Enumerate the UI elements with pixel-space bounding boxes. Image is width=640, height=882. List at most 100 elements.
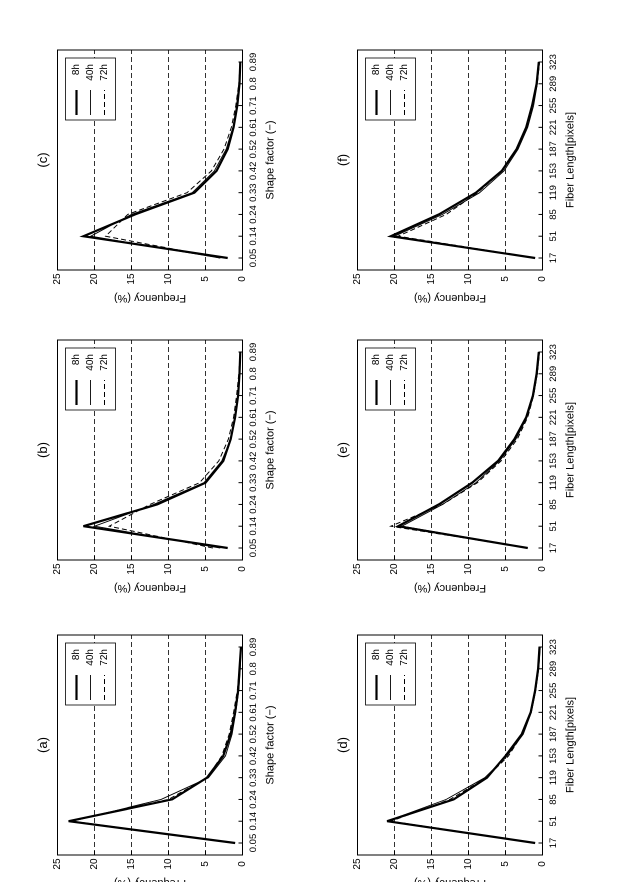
x-tick-label: 0.05 <box>248 249 259 268</box>
y-axis-label: Frequency (%) <box>114 292 186 304</box>
x-tick-label: 221 <box>548 119 559 135</box>
x-tick-label: 0.52 <box>248 725 259 744</box>
plot-frame <box>57 634 243 856</box>
plot-frame <box>57 49 243 271</box>
x-tick-label: 0.71 <box>248 386 259 405</box>
x-tick-label: 51 <box>548 816 559 827</box>
series-line-72h <box>396 61 540 259</box>
y-tick-label: 15 <box>426 273 437 285</box>
y-tick-label: 0 <box>237 861 248 867</box>
x-tick-label: 0.61 <box>248 703 259 722</box>
x-axis-label: Fiber Length[pixels] <box>564 112 576 208</box>
y-axis-label: Frequency (%) <box>414 292 486 304</box>
x-tick-label: 255 <box>548 98 559 114</box>
legend-box <box>65 57 116 121</box>
legend-label: 40h <box>85 354 96 371</box>
x-tick-label: 187 <box>548 431 559 447</box>
x-tick-label: 17 <box>548 543 559 554</box>
y-tick-label: 0 <box>537 566 548 572</box>
series-line-8h <box>79 61 242 260</box>
x-tick-label: 0.71 <box>248 96 259 115</box>
x-tick-label: 85 <box>548 209 559 220</box>
legend: 8h 40h 72h <box>365 57 416 121</box>
x-tick-label: 0.89 <box>248 343 259 362</box>
x-tick-label: 323 <box>548 54 559 70</box>
y-tick-label: 20 <box>389 858 400 870</box>
x-tick-label: 0.61 <box>248 118 259 137</box>
series-line-72h <box>107 351 241 549</box>
series-line-40h <box>92 351 241 549</box>
x-tick-label: 0.89 <box>248 53 259 72</box>
x-tick-label: 0.24 <box>248 790 259 809</box>
x-tick-label: 187 <box>548 141 559 157</box>
x-tick-label: 0.24 <box>248 495 259 514</box>
x-tick-label: 0.61 <box>248 408 259 427</box>
x-tick-label: 0.8 <box>248 77 259 90</box>
legend-label: 40h <box>385 354 396 371</box>
legend-box <box>365 57 416 121</box>
series-line-72h <box>68 646 242 844</box>
legend-label: 72h <box>399 64 410 81</box>
x-tick-label: 85 <box>548 794 559 805</box>
plot-frame <box>357 339 543 561</box>
y-tick-label: 0 <box>537 276 548 282</box>
x-tick-label: 153 <box>548 748 559 764</box>
x-tick-label: 289 <box>548 661 559 677</box>
x-tick-label: 0.24 <box>248 205 259 224</box>
x-tick-label: 119 <box>548 475 559 490</box>
y-axis-label: Frequency (%) <box>114 877 186 882</box>
y-tick-label: 20 <box>89 563 100 575</box>
y-tick-label: 20 <box>389 273 400 285</box>
legend-box <box>365 642 416 706</box>
y-axis-label: Frequency (%) <box>114 582 186 594</box>
x-axis-label: Shape factor (−) <box>264 705 276 784</box>
y-tick-label: 5 <box>200 276 211 282</box>
chart-panel-d: 0 5 10 15 20 25 17 51 85 119 153 187 221 255 289 323 Fib… <box>335 634 576 882</box>
legend-label: 72h <box>99 649 110 666</box>
series-line-40h <box>89 61 241 259</box>
x-tick-label: 0.42 <box>248 162 259 181</box>
y-tick-label: 15 <box>426 858 437 870</box>
x-tick-label: 0.05 <box>248 834 259 853</box>
y-axis-label: Frequency (%) <box>414 877 486 882</box>
series-line-72h <box>390 646 540 844</box>
y-tick-label: 25 <box>352 858 363 870</box>
legend-label: 8h <box>71 354 82 365</box>
x-tick-label: 0.42 <box>248 747 259 766</box>
x-tick-label: 0.52 <box>248 140 259 159</box>
y-tick-label: 0 <box>237 566 248 572</box>
y-tick-label: 5 <box>200 861 211 867</box>
legend-label: 72h <box>399 649 410 666</box>
y-tick-label: 10 <box>163 563 174 575</box>
legend-label: 8h <box>71 649 82 660</box>
y-tick-label: 10 <box>463 563 474 575</box>
legend-label: 40h <box>85 64 96 81</box>
y-tick-label: 20 <box>389 563 400 575</box>
y-tick-label: 10 <box>463 273 474 285</box>
x-tick-label: 0.52 <box>248 430 259 449</box>
x-tick-label: 17 <box>548 253 559 264</box>
plot-frame <box>57 339 243 561</box>
x-tick-label: 119 <box>548 185 559 200</box>
legend-label: 8h <box>371 64 382 75</box>
x-tick-label: 221 <box>548 704 559 720</box>
legend-label: 72h <box>99 64 110 81</box>
y-tick-label: 15 <box>126 273 137 285</box>
y-tick-label: 10 <box>163 273 174 285</box>
x-tick-label: 0.42 <box>248 452 259 471</box>
series-line-40h <box>392 61 540 259</box>
y-tick-label: 5 <box>200 566 211 572</box>
y-tick-label: 0 <box>537 861 548 867</box>
x-tick-label: 187 <box>548 726 559 742</box>
x-tick-label: 0.14 <box>248 812 259 831</box>
y-tick-label: 15 <box>126 563 137 575</box>
x-tick-label: 85 <box>548 499 559 510</box>
legend-box <box>365 347 416 411</box>
x-tick-label: 0.89 <box>248 638 259 657</box>
x-tick-label: 323 <box>548 639 559 655</box>
x-tick-label: 255 <box>548 388 559 404</box>
series-line-40h <box>386 646 541 844</box>
legend-label: 8h <box>371 649 382 660</box>
y-tick-label: 20 <box>89 273 100 285</box>
